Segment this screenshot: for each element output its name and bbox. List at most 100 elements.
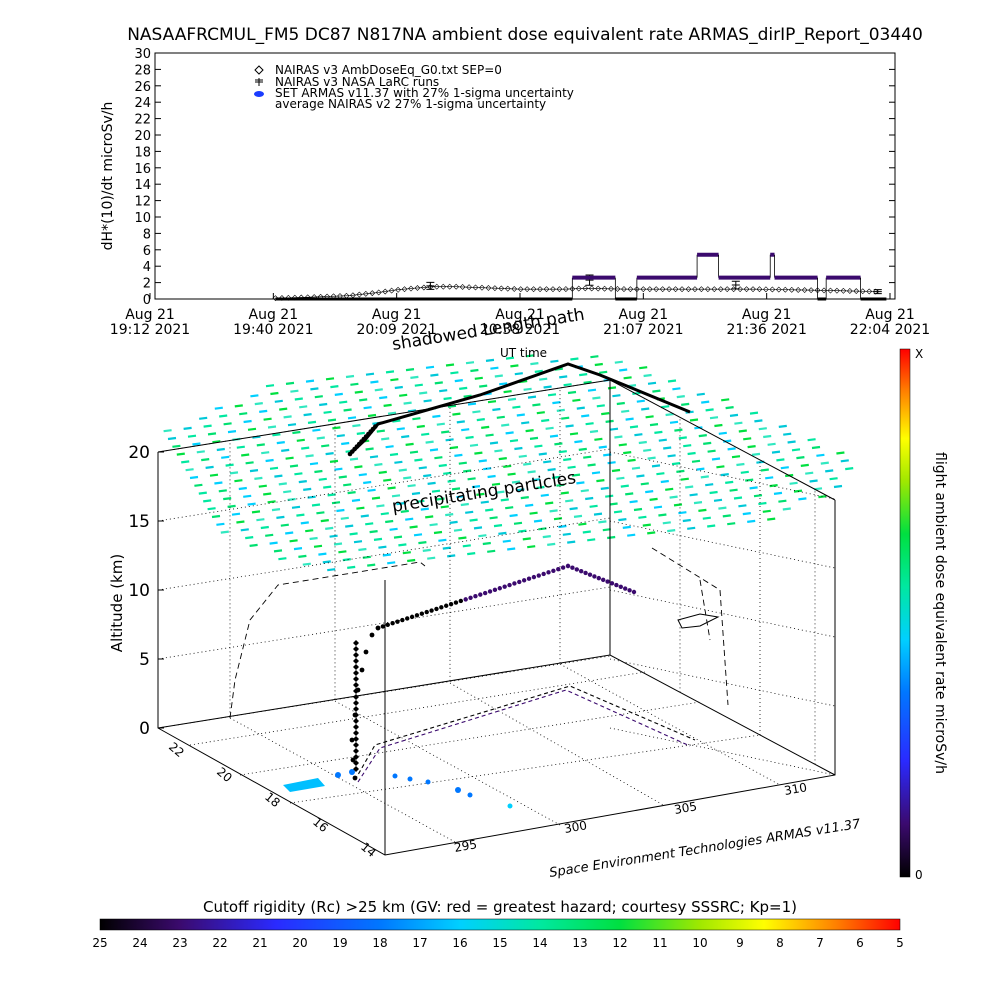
flight-point — [536, 573, 541, 578]
particle-mark — [443, 396, 452, 401]
particle-mark — [633, 507, 643, 512]
particle-mark — [805, 471, 814, 475]
particle-mark — [309, 462, 319, 466]
particle-mark — [487, 400, 497, 404]
particle-mark — [449, 446, 459, 450]
flight-point — [405, 616, 410, 621]
y-tick-label: 20 — [134, 129, 151, 144]
bottom-colorbar-tick: 18 — [372, 936, 387, 950]
particle-mark — [467, 477, 476, 481]
bottom-colorbar-tick: 20 — [292, 936, 307, 950]
particle-mark — [365, 372, 375, 376]
nairas-point — [659, 286, 666, 293]
particle-mark — [425, 515, 434, 519]
particle-mark — [567, 540, 576, 544]
nairas-point — [601, 285, 608, 292]
bottom-colorbar-tick: 22 — [212, 936, 227, 950]
particle-mark — [738, 429, 747, 433]
particle-mark — [429, 448, 439, 452]
particle-mark — [329, 534, 338, 538]
particle-mark — [401, 435, 410, 439]
nairas-point — [756, 286, 763, 293]
particle-mark — [407, 409, 417, 413]
particle-mark — [683, 444, 692, 448]
particle-mark — [479, 384, 488, 388]
larc-point — [873, 289, 882, 295]
climb-marker — [353, 754, 359, 760]
nairas-point — [575, 285, 582, 292]
particle-mark — [376, 504, 385, 508]
bottom-colorbar-tick: 24 — [132, 936, 147, 950]
nairas-point — [685, 286, 692, 293]
particle-mark — [558, 450, 567, 454]
particle-mark — [700, 475, 709, 479]
particle-mark — [254, 476, 263, 480]
particle-mark — [383, 403, 392, 407]
flight-point — [434, 606, 439, 612]
particle-mark — [574, 440, 583, 444]
grid-back-h — [157, 448, 611, 522]
particle-mark — [336, 508, 345, 513]
particle-mark — [263, 492, 272, 496]
nairas-point — [440, 283, 447, 290]
particle-mark — [627, 458, 636, 462]
particle-mark — [639, 366, 648, 370]
nairas-point — [763, 286, 769, 293]
particle-mark — [787, 440, 796, 444]
particle-mark — [687, 526, 696, 530]
particle-mark — [529, 511, 538, 515]
chart-title: NASAAFRCMUL_FM5 DC87 N817NA ambient dose… — [127, 25, 923, 45]
particle-mark — [267, 425, 277, 429]
particle-mark — [510, 364, 519, 368]
particle-mark — [694, 426, 703, 430]
particle-mark — [338, 550, 347, 554]
particle-mark — [274, 474, 283, 478]
lon-tick-label: 310 — [783, 780, 808, 798]
nairas-point — [859, 288, 866, 295]
nairas-point — [562, 286, 569, 293]
particle-mark — [662, 521, 671, 525]
particle-mark — [647, 456, 656, 460]
flight-point — [507, 582, 512, 588]
particle-mark — [192, 442, 201, 446]
nairas-point — [627, 286, 634, 293]
particle-mark — [240, 528, 249, 532]
particle-mark — [389, 452, 399, 457]
particle-mark — [394, 460, 403, 464]
particle-mark — [245, 461, 254, 465]
particle-mark — [825, 469, 834, 473]
particle-mark — [453, 528, 463, 532]
z-tick-label: 20 — [128, 443, 150, 463]
particle-mark — [438, 463, 447, 468]
particle-mark — [647, 381, 657, 385]
flight-point — [596, 575, 601, 581]
particle-mark — [474, 376, 483, 380]
particle-mark — [399, 393, 408, 397]
particle-mark — [765, 476, 774, 480]
particle-mark — [443, 471, 452, 475]
particle-mark — [487, 474, 496, 479]
particle-mark — [576, 481, 585, 485]
particle-mark — [345, 374, 355, 379]
particle-mark — [381, 437, 390, 441]
particle-mark — [425, 440, 434, 444]
particle-mark — [505, 431, 514, 435]
particle-mark — [423, 399, 432, 403]
particle-mark — [594, 437, 603, 441]
particle-mark — [343, 483, 352, 487]
flight-point — [385, 622, 390, 628]
particle-mark — [385, 519, 394, 524]
flight-point — [605, 579, 610, 584]
particle-mark — [629, 425, 639, 429]
flight-point — [359, 667, 365, 673]
nairas-point — [717, 286, 724, 293]
particle-mark — [463, 394, 472, 398]
lat-tick-label: 14 — [358, 840, 379, 861]
particle-mark — [622, 525, 631, 529]
particle-mark — [196, 450, 205, 454]
particle-mark — [680, 477, 689, 481]
particle-mark — [707, 449, 716, 453]
particle-mark — [359, 398, 368, 402]
particle-mark — [602, 528, 611, 532]
particle-mark — [167, 436, 177, 441]
